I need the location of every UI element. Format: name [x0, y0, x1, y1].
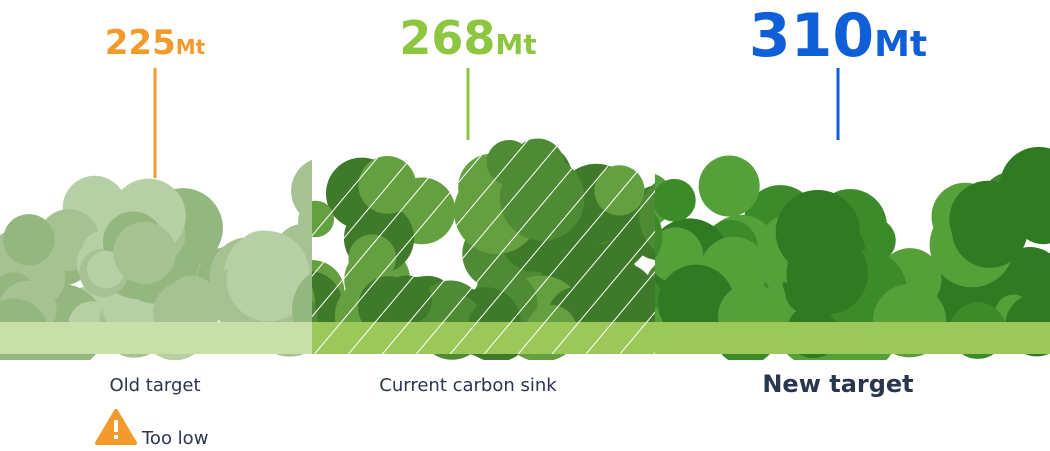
tree-band: [0, 130, 1050, 372]
current-sink-label: Current carbon sink: [379, 375, 557, 396]
value: 268: [399, 11, 495, 65]
page: 225Mt 268Mt 310Mt Old target Current car…: [0, 0, 1050, 451]
old-target-value: 225Mt: [105, 23, 206, 63]
new-target-label: New target: [762, 370, 913, 398]
warning-note: Too low: [141, 428, 208, 449]
warning-icon: [97, 411, 135, 443]
hatch-overlay: [312, 140, 655, 354]
unit: Mt: [176, 35, 206, 59]
infographic: 225Mt 268Mt 310Mt Old target Current car…: [0, 0, 1050, 451]
foliage: [3, 214, 54, 265]
old-target-label: Old target: [109, 375, 200, 396]
foliage: [776, 190, 860, 274]
foliage: [166, 275, 217, 326]
value: 225: [105, 23, 176, 63]
foliage: [952, 192, 1028, 268]
unit: Mt: [874, 24, 927, 65]
unit: Mt: [495, 28, 536, 61]
foliage: [653, 179, 696, 222]
value: 310: [749, 1, 874, 71]
current-sink-value: 268Mt: [399, 11, 536, 65]
foliage: [699, 156, 760, 217]
new-target-value: 310Mt: [749, 1, 927, 71]
foliage: [113, 222, 175, 284]
